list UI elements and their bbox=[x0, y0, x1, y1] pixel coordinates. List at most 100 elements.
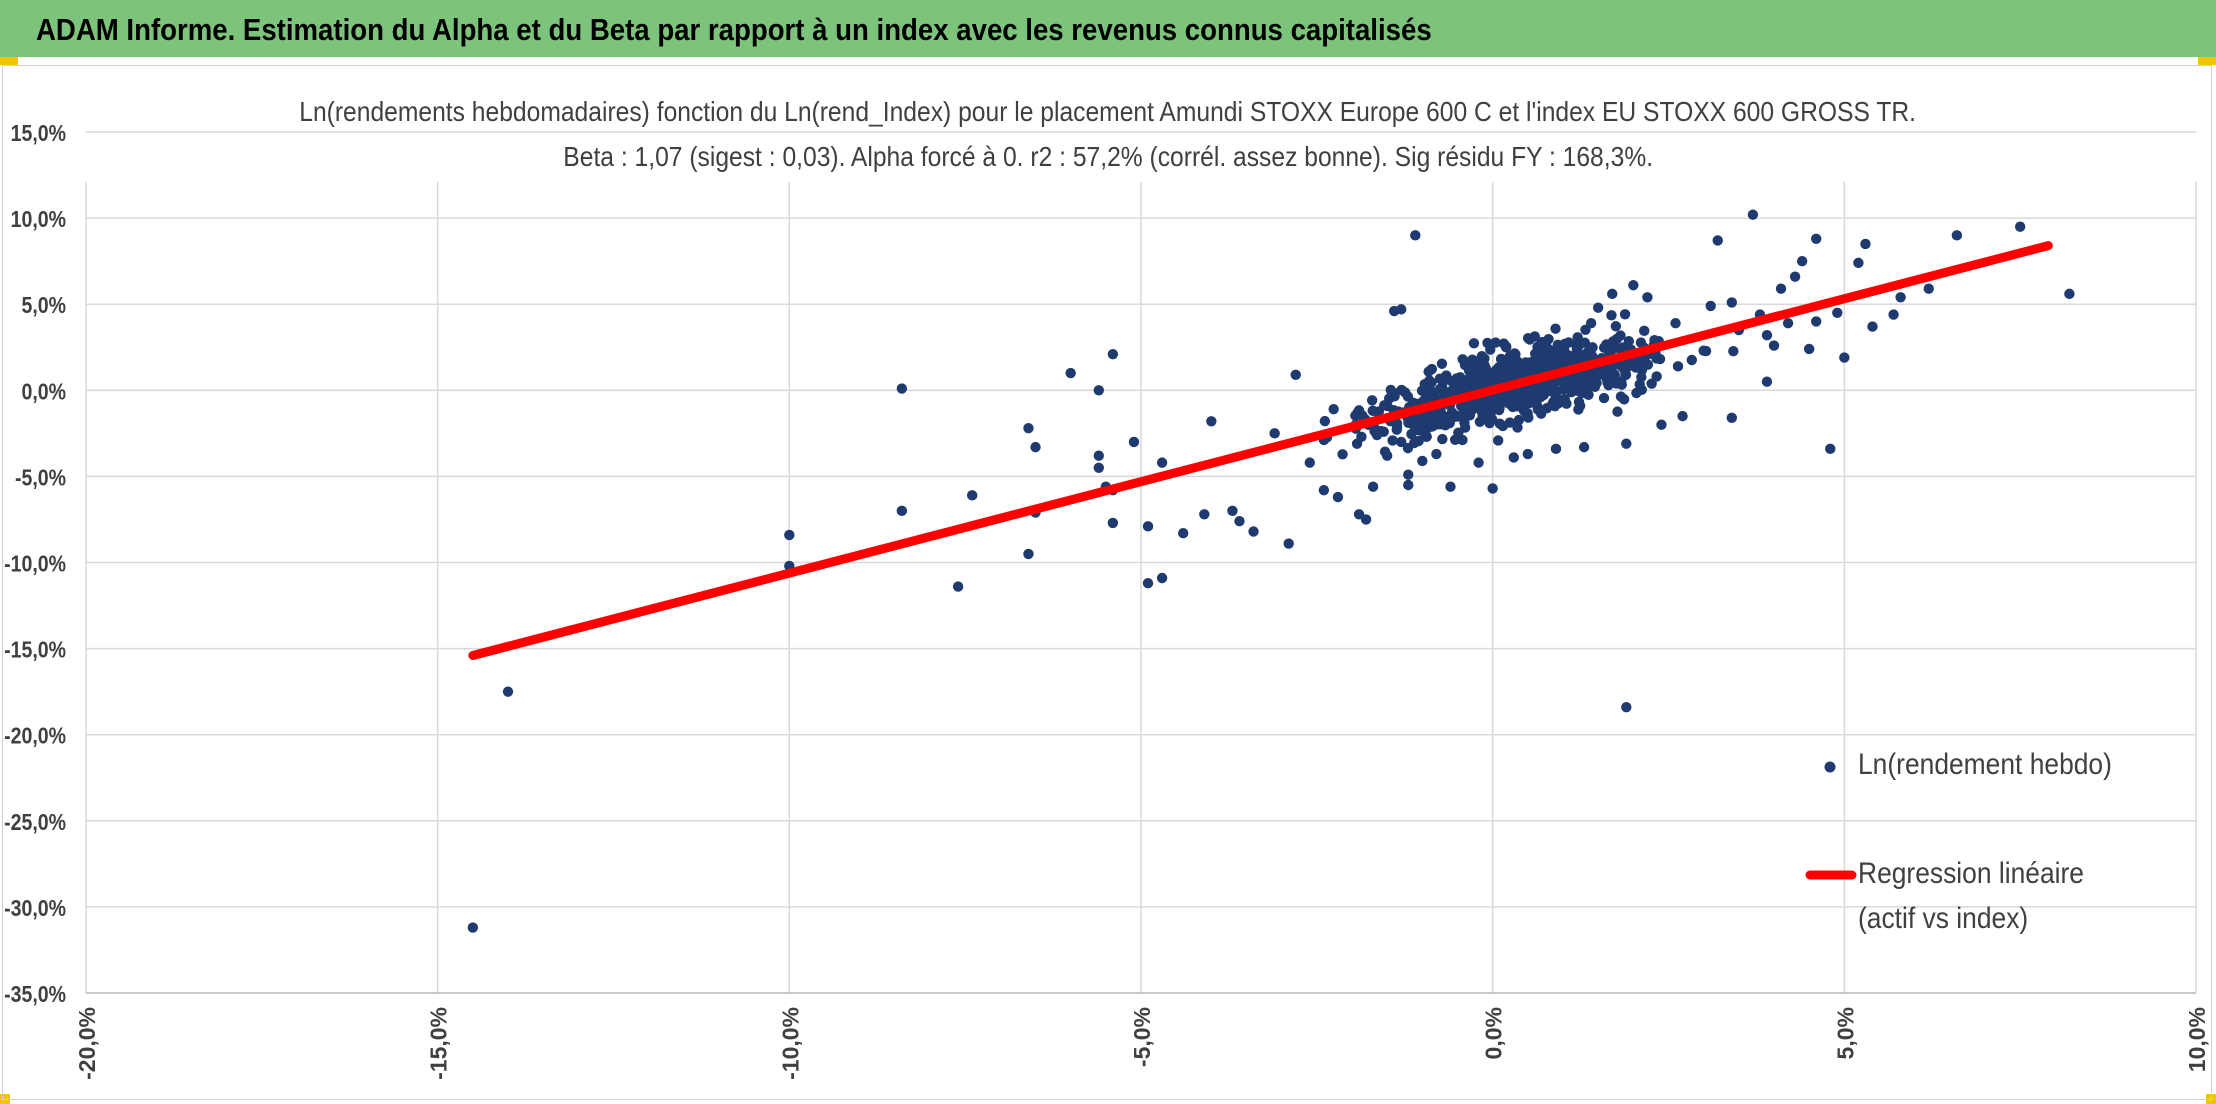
scatter-point bbox=[1403, 479, 1414, 491]
scatter-point bbox=[1290, 369, 1301, 381]
scatter-point bbox=[1728, 345, 1739, 357]
scatter-point bbox=[1493, 361, 1505, 373]
scatter-point bbox=[1951, 230, 1963, 241]
scatter-point bbox=[1550, 393, 1561, 405]
scatter-point bbox=[1492, 435, 1504, 446]
y-tick-label: -5,0% bbox=[15, 465, 66, 491]
scatter-point bbox=[1328, 403, 1339, 415]
scatter-point bbox=[1606, 310, 1617, 321]
scatter-point bbox=[1646, 378, 1657, 389]
scatter-point bbox=[1628, 280, 1639, 291]
legend-label-scatter: Ln(rendement hebdo) bbox=[1858, 748, 2112, 781]
scatter-point bbox=[1484, 417, 1495, 429]
x-tick-label: 5,0% bbox=[1832, 1007, 1858, 1059]
scatter-point bbox=[1410, 230, 1421, 241]
scatter-point bbox=[1782, 317, 1794, 329]
scatter-point bbox=[1539, 387, 1550, 398]
scatter-point bbox=[1832, 307, 1843, 319]
x-tick-label: 0,0% bbox=[1481, 1007, 1507, 1059]
scatter-point bbox=[1561, 382, 1573, 393]
scatter-point bbox=[952, 581, 964, 592]
scatter-point bbox=[1538, 338, 1550, 350]
scatter-point bbox=[1529, 331, 1540, 342]
x-tick-label: -20,0% bbox=[74, 1007, 100, 1080]
scatter-point bbox=[1518, 388, 1529, 399]
scatter-point bbox=[1811, 316, 1822, 327]
scatter-point bbox=[1608, 372, 1619, 384]
scatter-point bbox=[1487, 483, 1498, 494]
y-tick-label: 5,0% bbox=[21, 293, 66, 319]
scatter-point bbox=[896, 505, 908, 517]
scatter-point bbox=[1636, 371, 1647, 383]
scatter-point bbox=[1768, 340, 1780, 351]
scatter-point bbox=[1396, 304, 1407, 315]
axis-tick-labels: 15,0% 10,0% 5,0% 0,0% -5,0% -10,0% -15,0% -20,0… bbox=[4, 121, 2210, 1080]
scatter-point bbox=[1435, 410, 1447, 421]
scatter-point bbox=[1796, 255, 1808, 267]
x-tick-label: -10,0% bbox=[777, 1007, 803, 1080]
scatter-point bbox=[1269, 428, 1280, 439]
scatter-point bbox=[1726, 412, 1738, 424]
scatter-point bbox=[1442, 388, 1454, 400]
scatter-point bbox=[1607, 288, 1618, 300]
scatter-point bbox=[1142, 577, 1154, 589]
x-tick-label: -5,0% bbox=[1129, 1007, 1155, 1067]
legend bbox=[1805, 761, 1857, 880]
scatter-point bbox=[1555, 341, 1567, 353]
scatter-point bbox=[1578, 441, 1590, 453]
scatter-point bbox=[1803, 343, 1815, 355]
scatter-point bbox=[1366, 395, 1378, 406]
scatter-point bbox=[1156, 457, 1168, 468]
scatter-point bbox=[1573, 404, 1584, 415]
scatter-point bbox=[1379, 446, 1391, 457]
scatter-point bbox=[1522, 448, 1534, 460]
corner-marker-right bbox=[2198, 57, 2216, 65]
scatter-point bbox=[1445, 481, 1456, 492]
chart-title-text1: Ln(rendements hebdomadaires) fonction du… bbox=[292, 96, 1924, 128]
scatter-point bbox=[502, 686, 514, 697]
scatter-point bbox=[1610, 321, 1622, 332]
scatter-point bbox=[1508, 452, 1519, 463]
scatter-point bbox=[1504, 360, 1515, 371]
scatter-point bbox=[1705, 300, 1716, 312]
y-tick-label: -25,0% bbox=[4, 809, 66, 835]
scatter-point bbox=[1747, 209, 1759, 220]
report-banner: ADAM Informe. Estimation du Alpha et du … bbox=[0, 0, 2216, 57]
scatter-point bbox=[1592, 302, 1604, 313]
scatter-point bbox=[1431, 448, 1442, 460]
scatter-point bbox=[1490, 337, 1501, 348]
scatter-point bbox=[1541, 357, 1552, 368]
scatter-point bbox=[1621, 438, 1632, 449]
y-tick-label: -30,0% bbox=[4, 895, 66, 921]
scatter-point bbox=[1677, 410, 1688, 422]
scatter-point bbox=[1107, 348, 1119, 360]
scatter-point bbox=[1550, 323, 1561, 334]
scatter-point bbox=[1860, 238, 1871, 250]
scatter-point bbox=[1387, 435, 1398, 446]
scatter-point bbox=[1426, 377, 1437, 388]
grid-lines bbox=[85, 131, 2197, 994]
scatter-point bbox=[1304, 457, 1316, 468]
report-title: ADAM Informe. Estimation du Alpha et du … bbox=[36, 12, 1432, 47]
x-tick-label: -15,0% bbox=[426, 1007, 452, 1080]
y-tick-label: -20,0% bbox=[4, 723, 66, 749]
x-tick-label: 10,0% bbox=[2184, 1007, 2210, 1072]
scatter-point bbox=[1549, 360, 1561, 372]
scatter-point bbox=[1142, 521, 1154, 532]
scatter-point bbox=[1419, 416, 1430, 428]
scatter-point bbox=[1023, 422, 1034, 434]
scatter-point bbox=[1093, 462, 1105, 473]
scatter-point bbox=[784, 529, 795, 541]
scatter-point bbox=[1318, 484, 1330, 496]
scatter-point bbox=[1107, 517, 1119, 529]
y-tick-label: -15,0% bbox=[4, 637, 66, 663]
scatter-point bbox=[1571, 385, 1583, 396]
y-tick-label: 0,0% bbox=[21, 379, 66, 405]
scatter-point bbox=[1023, 548, 1034, 560]
scatter-point bbox=[1504, 350, 1516, 362]
y-tick-label: -10,0% bbox=[4, 551, 66, 577]
scatter-point bbox=[1128, 436, 1140, 448]
scatter-point bbox=[1513, 414, 1525, 426]
scatter-point bbox=[1206, 416, 1217, 427]
